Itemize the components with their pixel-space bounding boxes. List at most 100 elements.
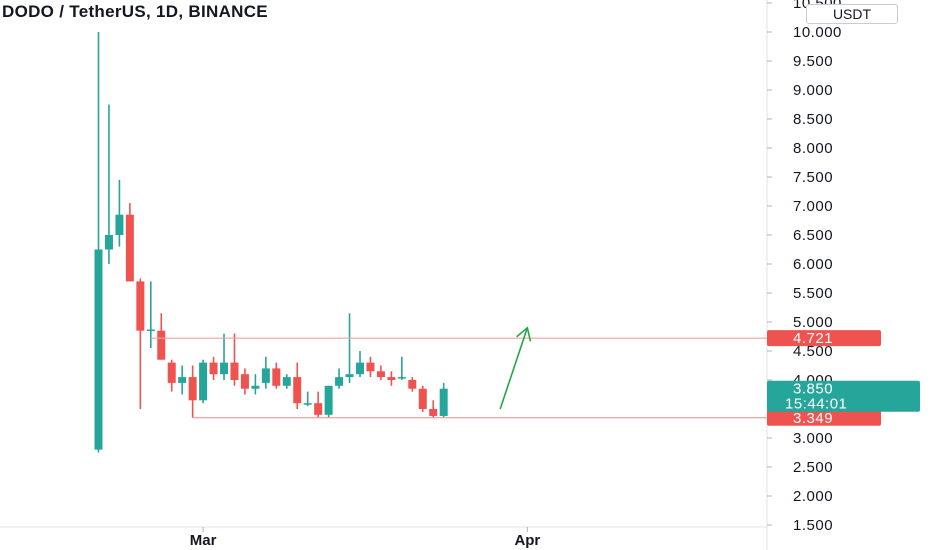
candle xyxy=(366,356,375,378)
candle xyxy=(136,278,145,409)
price-tick-label: 9.500 xyxy=(793,53,833,70)
candle xyxy=(408,377,417,392)
candle-body xyxy=(272,368,281,386)
candle xyxy=(261,356,270,389)
candle xyxy=(387,371,396,386)
candle xyxy=(345,313,354,383)
arrow-head xyxy=(516,326,532,342)
candle xyxy=(376,365,385,380)
candle xyxy=(230,333,239,386)
candle xyxy=(324,385,333,418)
arrow-shaft xyxy=(499,327,529,410)
candle-body xyxy=(261,368,270,383)
price-tick-label: 3.000 xyxy=(793,430,833,447)
candle-body xyxy=(397,377,406,379)
price-tick-label: 8.500 xyxy=(793,111,833,128)
time-axis[interactable]: Mar Apr xyxy=(190,527,541,549)
candle xyxy=(157,313,166,360)
candle xyxy=(240,368,249,395)
candle-body xyxy=(209,362,218,375)
projection-arrow-layer xyxy=(499,326,532,410)
price-tick-label: 6.000 xyxy=(793,256,833,273)
level-price-label: 3.349 xyxy=(793,410,833,427)
price-tick-label: 2.000 xyxy=(793,488,833,505)
candle xyxy=(125,203,134,282)
price-tick-label: 1.500 xyxy=(793,517,833,534)
candle xyxy=(439,382,448,418)
candle-body xyxy=(387,377,396,380)
candle-body xyxy=(157,330,166,360)
candle xyxy=(220,333,229,380)
candle-body xyxy=(439,388,448,416)
candles-layer xyxy=(94,32,448,453)
candle-body xyxy=(345,374,354,378)
candle-body xyxy=(429,409,438,416)
candle xyxy=(115,179,124,247)
level-price-badge xyxy=(767,330,881,347)
candle-body xyxy=(251,385,260,389)
horizontal-levels-layer xyxy=(150,337,767,419)
candle xyxy=(94,32,103,453)
chart-title: DODO / TetherUS, 1D, BINANCE xyxy=(2,2,268,21)
candle-body xyxy=(418,388,427,409)
price-tick-label: 8.000 xyxy=(793,140,833,157)
price-tick-label: 4.500 xyxy=(793,343,833,360)
time-tick-label: Mar xyxy=(190,532,217,549)
candle-body xyxy=(314,403,323,415)
price-axis[interactable]: 1.5002.0002.5003.0003.5004.0004.5005.000… xyxy=(767,0,842,534)
candle xyxy=(303,391,312,407)
candle xyxy=(178,365,187,395)
candle-body xyxy=(94,249,103,450)
level-price-label: 4.721 xyxy=(793,330,833,347)
candle-body xyxy=(408,380,417,389)
candle-body xyxy=(324,385,333,415)
level-price-badge xyxy=(767,409,881,426)
price-tick-label: 7.500 xyxy=(793,169,833,186)
candle xyxy=(335,368,344,389)
candle xyxy=(167,359,176,392)
current-price-label: 3.850 xyxy=(793,381,833,398)
candle-body xyxy=(115,214,124,235)
candle xyxy=(282,374,291,389)
candle xyxy=(251,374,260,395)
candle-body xyxy=(282,377,291,386)
candle-body xyxy=(188,377,197,401)
price-tick-label: 9.000 xyxy=(793,82,833,99)
candle-body xyxy=(136,281,145,331)
bar-countdown-label: 15:44:01 xyxy=(785,396,847,413)
candle xyxy=(146,281,155,349)
candle xyxy=(293,362,302,409)
candle xyxy=(429,400,438,418)
candle-body xyxy=(230,362,239,380)
candle-body xyxy=(178,377,187,383)
candle-body xyxy=(303,403,312,405)
price-tick-label: 6.500 xyxy=(793,227,833,244)
candle-body xyxy=(167,362,176,383)
candle xyxy=(104,104,113,264)
candle-body xyxy=(293,377,302,404)
price-tick-label: 10.000 xyxy=(793,24,842,41)
candle xyxy=(397,356,406,380)
price-tick-label: 2.500 xyxy=(793,459,833,476)
price-tick-label: 5.000 xyxy=(793,314,833,331)
candle-body xyxy=(104,235,113,250)
price-tick-label: 7.000 xyxy=(793,198,833,215)
candle-body xyxy=(376,371,385,378)
candle-body xyxy=(220,362,229,375)
price-tick-label: 5.500 xyxy=(793,285,833,302)
candle xyxy=(272,362,281,389)
candle xyxy=(199,359,208,404)
candle xyxy=(418,385,427,412)
candle-body xyxy=(240,374,249,389)
time-tick-label: Apr xyxy=(514,532,540,549)
candle-body xyxy=(356,362,364,375)
candle-body xyxy=(146,329,155,332)
candle-body xyxy=(125,214,134,282)
candle-body xyxy=(199,362,208,401)
currency-button[interactable]: USDT xyxy=(806,4,898,24)
candle xyxy=(356,351,364,378)
candle xyxy=(314,391,323,418)
candle-body xyxy=(366,362,375,372)
